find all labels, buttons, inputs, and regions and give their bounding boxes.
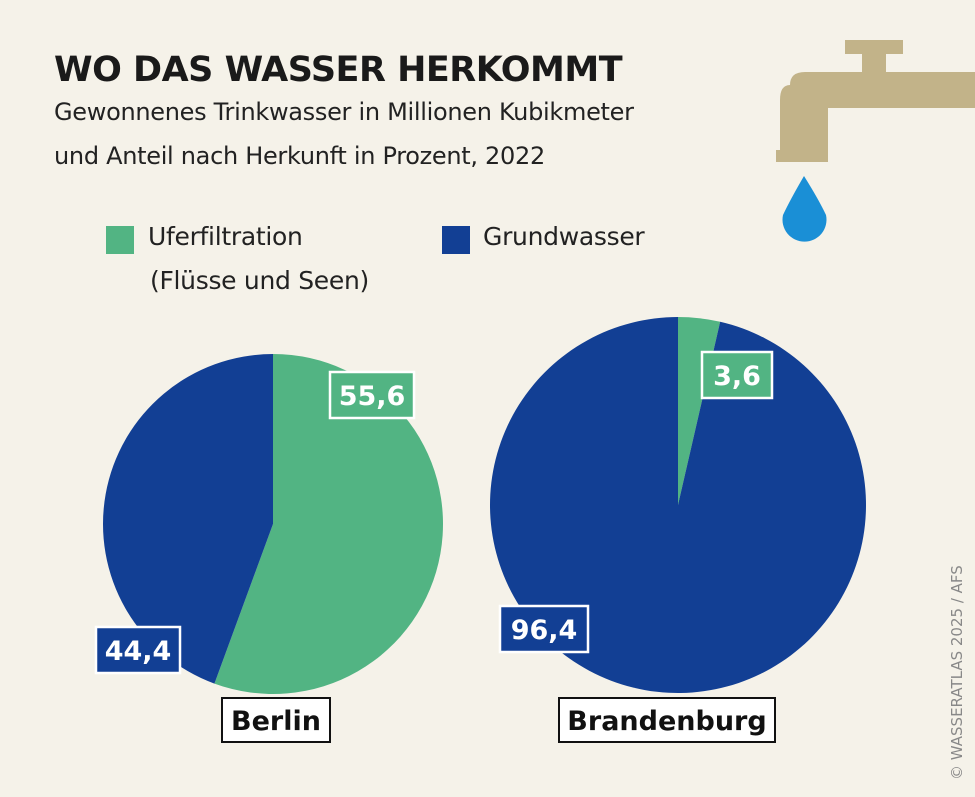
data-label-box: [498, 604, 590, 654]
page-title: WO DAS WASSER HERKOMMT: [54, 50, 623, 90]
pie-title: Brandenburg: [567, 706, 766, 737]
data-label-box: [94, 625, 182, 675]
legend-label-grundwasser: Grundwasser: [483, 222, 645, 251]
legend-swatch-grundwasser: [442, 226, 470, 254]
pie-slice-grundwasser: [102, 354, 273, 684]
legend-label-uferfiltration: Uferfiltration: [148, 222, 303, 251]
pie-title: Berlin: [231, 706, 321, 737]
legend-swatch-uferfiltration: [106, 226, 134, 254]
pie-slice-grundwasser: [489, 317, 866, 693]
data-label-box: [700, 350, 774, 400]
data-label: 96,4: [511, 615, 578, 646]
faucet-icon: [776, 40, 975, 162]
pie-slice-uferfiltration: [214, 354, 443, 694]
data-label: 55,6: [339, 381, 406, 412]
pie-title-box: [221, 697, 331, 743]
subtitle-line-1: Gewonnenes Trinkwasser in Millionen Kubi…: [54, 98, 634, 126]
legend-label-uferfiltration-sub: (Flüsse und Seen): [150, 266, 369, 295]
water-drop-icon: [782, 176, 827, 242]
data-label: 3,6: [713, 361, 761, 392]
pie-title-box: [558, 697, 776, 743]
credit: © WASSERATLAS 2025 / AFS: [948, 565, 966, 780]
data-label-box: [328, 370, 416, 420]
data-label: 44,4: [105, 636, 172, 667]
subtitle-line-2: und Anteil nach Herkunft in Prozent, 202…: [54, 142, 545, 170]
